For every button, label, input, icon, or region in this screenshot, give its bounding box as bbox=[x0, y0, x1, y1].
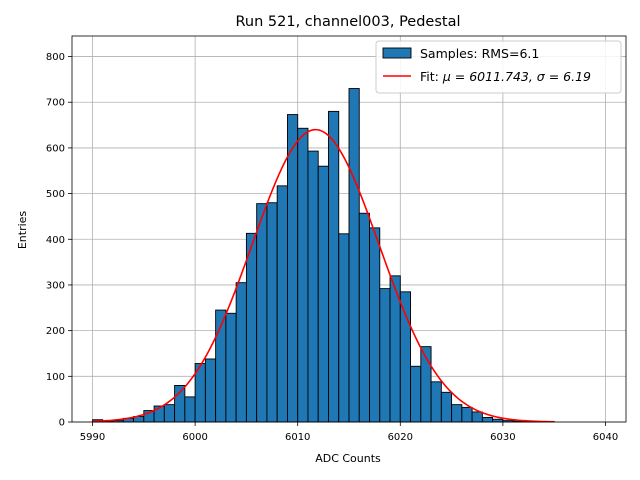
chart-title: Run 521, channel003, Pedestal bbox=[235, 14, 460, 30]
y-axis-ticks: 0 100 200 300 400 500 600 700 800 bbox=[46, 52, 72, 429]
x-tick-label: 5990 bbox=[80, 432, 105, 443]
legend-box bbox=[375, 40, 622, 94]
y-tick-label: 300 bbox=[46, 280, 65, 291]
histogram-bar bbox=[481, 416, 494, 423]
histogram-bar bbox=[338, 233, 350, 423]
histogram-bar bbox=[235, 282, 247, 423]
x-tick-label: 6020 bbox=[388, 432, 413, 443]
y-tick-label: 800 bbox=[46, 52, 65, 63]
y-tick-label: 400 bbox=[46, 235, 65, 246]
histogram-bars bbox=[92, 88, 555, 423]
histogram-bar bbox=[492, 418, 504, 423]
histogram-bar bbox=[430, 381, 442, 423]
histogram-bar bbox=[399, 291, 412, 423]
histogram-bar bbox=[245, 232, 258, 423]
histogram-bar bbox=[369, 227, 381, 423]
legend-label-fit: Fit: μ = 6011.743, σ = 6.19 bbox=[420, 69, 591, 84]
histogram-bar bbox=[379, 288, 391, 423]
histogram-bar bbox=[266, 202, 278, 423]
histogram-bar bbox=[471, 411, 483, 423]
y-tick-label: 100 bbox=[46, 372, 65, 383]
x-tick-label: 6040 bbox=[593, 432, 618, 443]
legend-swatch-samples bbox=[382, 47, 412, 59]
histogram-bar bbox=[276, 185, 288, 423]
x-tick-label: 6010 bbox=[285, 432, 310, 443]
y-tick-label: 700 bbox=[46, 98, 65, 109]
y-tick-label: 0 bbox=[59, 418, 65, 429]
plot-frame bbox=[71, 35, 627, 423]
x-axis-ticks: 5990 6000 6010 6020 6030 6040 bbox=[80, 422, 618, 443]
y-tick-label: 200 bbox=[46, 326, 65, 337]
legend-label-samples: Samples: RMS=6.1 bbox=[420, 46, 539, 61]
histogram-bar bbox=[174, 385, 186, 423]
histogram-bar bbox=[184, 396, 196, 423]
histogram-bar bbox=[328, 110, 340, 423]
gaussian-fit-curve bbox=[92, 128, 555, 423]
legend: Samples: RMS=6.1 Fit: μ = 6011.743, σ = … bbox=[375, 40, 622, 94]
histogram-bar bbox=[451, 404, 463, 423]
x-tick-label: 6000 bbox=[182, 432, 207, 443]
histogram-bar bbox=[256, 203, 268, 423]
histogram-bar bbox=[297, 127, 309, 423]
histogram-bar bbox=[440, 391, 453, 423]
x-axis-label: ADC Counts bbox=[315, 452, 381, 465]
histogram-bar bbox=[358, 212, 370, 423]
histogram-bar bbox=[307, 150, 319, 423]
x-tick-label: 6030 bbox=[490, 432, 515, 443]
histogram-bar bbox=[204, 358, 217, 423]
histogram-bar bbox=[225, 312, 237, 423]
legend-label-fit-prefix: Fit: bbox=[420, 69, 443, 84]
y-tick-label: 500 bbox=[46, 189, 65, 200]
histogram-bar bbox=[348, 88, 360, 423]
histogram-bar bbox=[286, 114, 299, 423]
legend-label-fit-params: μ = 6011.743, σ = 6.19 bbox=[442, 69, 591, 84]
histogram-bar bbox=[163, 404, 176, 423]
histogram-bar bbox=[317, 165, 329, 423]
histogram-bar bbox=[410, 365, 422, 423]
y-tick-label: 600 bbox=[46, 143, 65, 154]
y-axis-label: Entries bbox=[16, 211, 29, 250]
histogram-bar bbox=[461, 406, 473, 423]
